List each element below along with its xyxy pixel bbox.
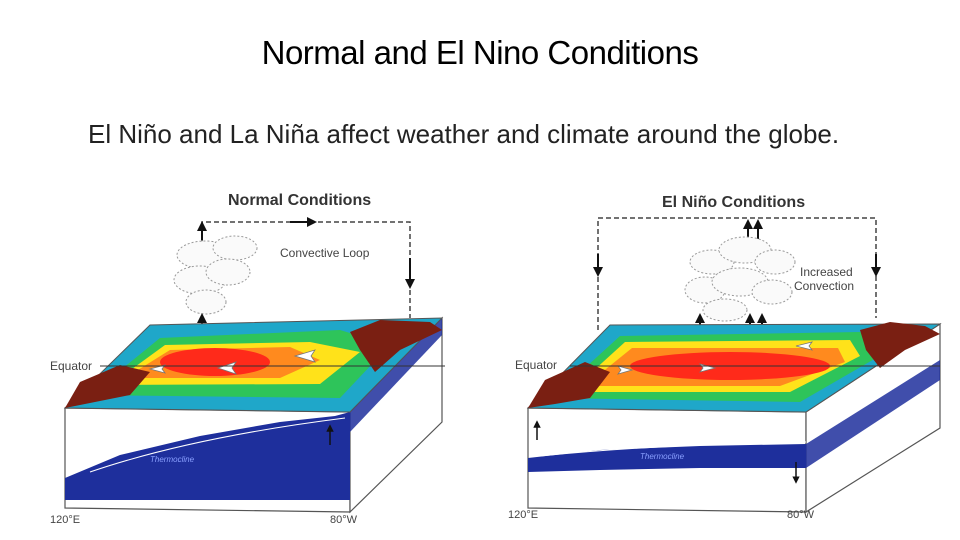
- elnino-west-land: [528, 362, 610, 408]
- normal-panel-title: Normal Conditions: [228, 192, 371, 209]
- normal-west-longitude: 120°E: [50, 514, 80, 526]
- normal-panel: Normal Conditions Convective Loop Thermo…: [50, 192, 445, 526]
- elnino-side-cold: [806, 360, 940, 468]
- elnino-panel: El Niño Conditions Increased Convection …: [508, 194, 942, 521]
- normal-cold-layer: [65, 412, 350, 500]
- normal-thermocline-label: Thermocline: [150, 455, 195, 464]
- normal-equator-label: Equator: [50, 359, 92, 373]
- normal-east-land: [350, 320, 442, 372]
- elnino-panel-title: El Niño Conditions: [662, 194, 805, 211]
- normal-east-longitude: 80°W: [330, 514, 358, 526]
- elnino-east-longitude: 80°W: [787, 509, 815, 521]
- elnino-thermocline-line: [539, 441, 807, 457]
- convective-loop-label: Convective Loop: [280, 246, 370, 260]
- convection-label: Convection: [794, 279, 854, 293]
- slide-title: Normal and El Nino Conditions: [261, 34, 699, 71]
- elnino-west-longitude: 120°E: [508, 509, 538, 521]
- elnino-equator-label: Equator: [515, 358, 557, 372]
- cloud-icon: [173, 235, 258, 315]
- normal-west-land: [65, 365, 150, 408]
- elnino-cloud-icon: [684, 236, 796, 322]
- normal-side-cold: [350, 318, 442, 432]
- slide-body-text: El Niño and La Niña affect weather and c…: [88, 119, 840, 149]
- normal-warm-pool: [160, 348, 270, 376]
- increased-label: Increased: [800, 265, 853, 279]
- elnino-east-land: [860, 322, 940, 368]
- normal-thermocline-line: [89, 417, 346, 473]
- elnino-thermocline-label: Thermocline: [640, 452, 685, 461]
